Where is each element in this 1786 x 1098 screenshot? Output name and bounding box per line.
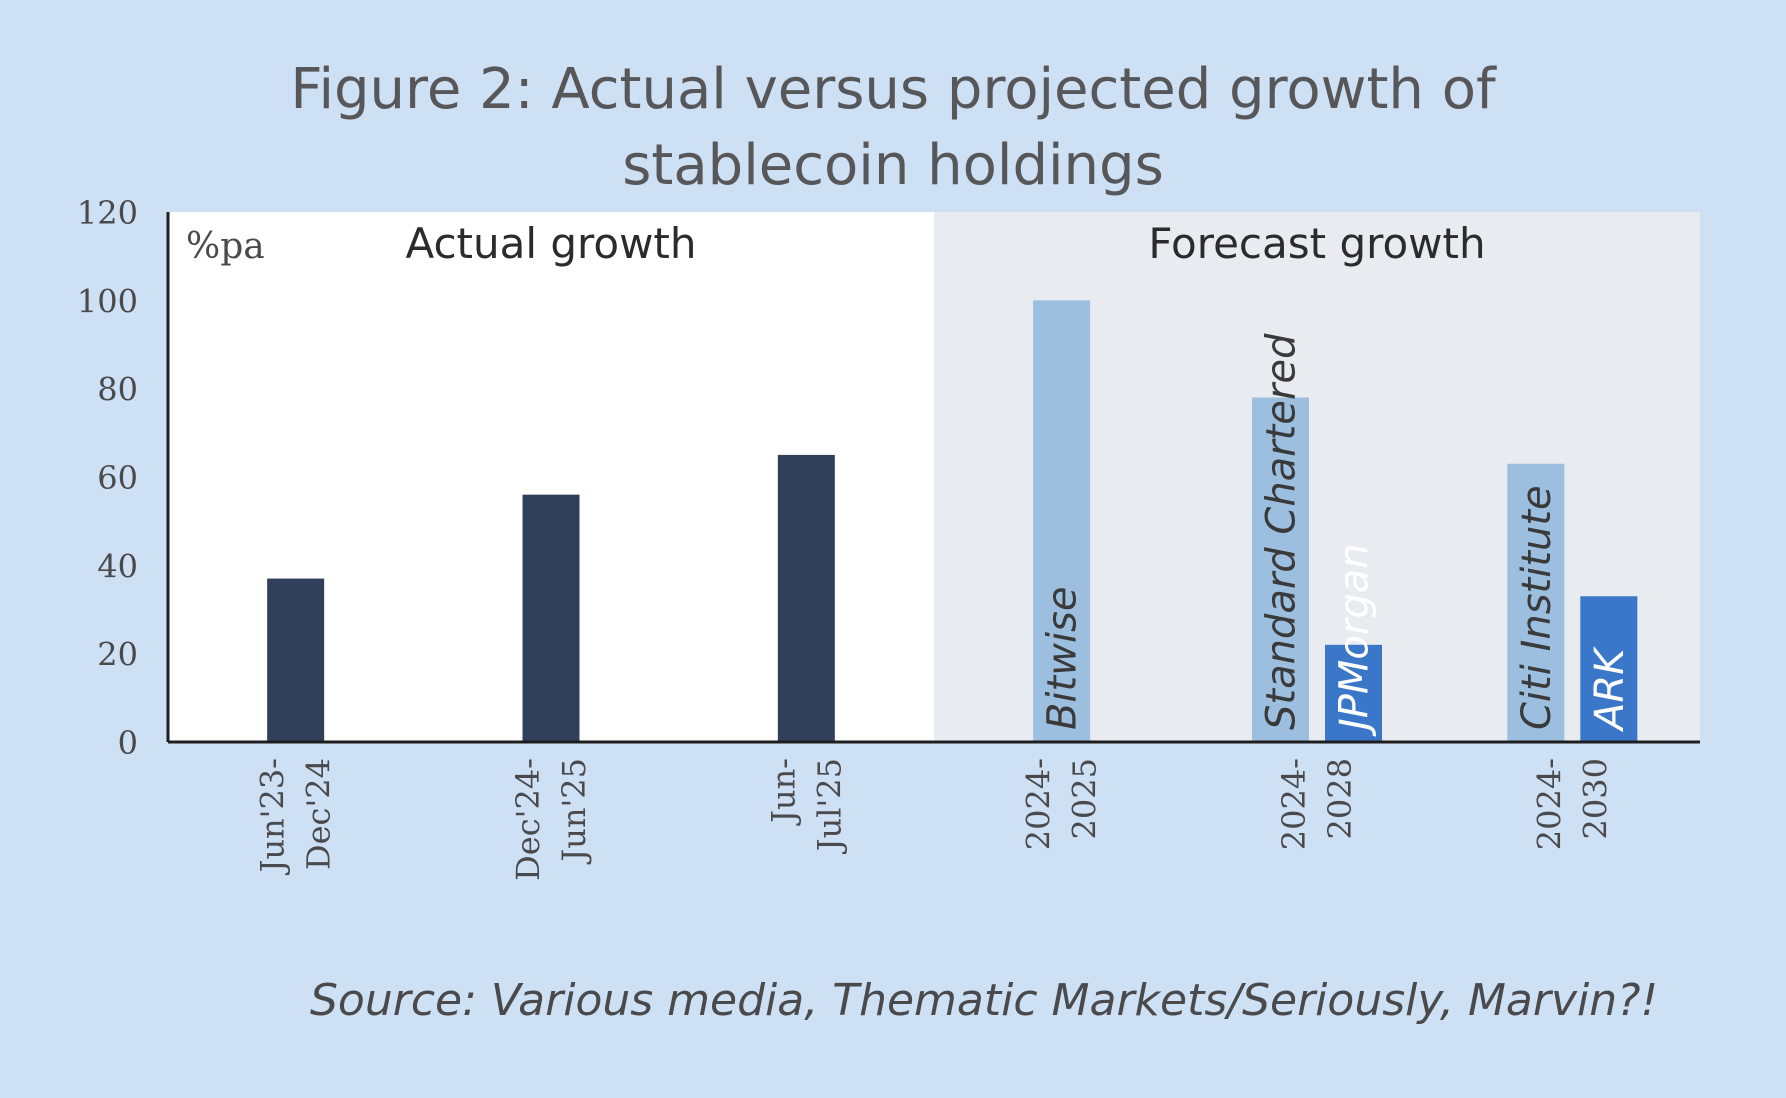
bar-actual-2 xyxy=(777,454,835,742)
x-tick-label: Jun'25 xyxy=(555,758,593,865)
y-tick-label: 0 xyxy=(118,724,138,762)
bar-forecast-alternative-5 xyxy=(1580,596,1638,742)
x-tick-label: Dec'24 xyxy=(300,758,338,870)
bar-data-label: Bitwise xyxy=(1040,586,1086,730)
y-unit-label: %pa xyxy=(186,226,265,267)
y-tick-label: 80 xyxy=(97,371,138,409)
chart-title-line-1: Figure 2: Actual versus projected growth… xyxy=(290,57,1496,122)
bar-data-label: JPMorgan xyxy=(1332,543,1378,737)
region-label-forecast: Forecast growth xyxy=(1148,219,1485,268)
x-tick-label: 2025 xyxy=(1066,758,1104,839)
bar-chart: Actual growth Forecast growth %pa 0 20 40 60 80… xyxy=(77,194,1700,881)
bar-actual-0 xyxy=(267,578,325,742)
bar-data-label: Standard Chartered xyxy=(1259,333,1305,730)
y-tick-label: 100 xyxy=(77,282,138,320)
bar-forecast-alternative-4 xyxy=(1325,644,1382,742)
region-label-actual: Actual growth xyxy=(405,219,696,268)
source-note: Source: Various media, Thematic Markets/… xyxy=(310,975,1659,1026)
y-tick-label: 20 xyxy=(97,636,138,674)
bar-forecast-3 xyxy=(1033,300,1091,742)
bar-data-label: Citi Institute xyxy=(1514,485,1560,730)
bar-data-label: ARK xyxy=(1587,646,1633,733)
x-tick-label: Jul'25 xyxy=(810,758,848,854)
bar-forecast-4 xyxy=(1252,397,1309,742)
chart-title-line-2: stablecoin holdings xyxy=(622,133,1164,198)
x-tick-label: 2024- xyxy=(1020,758,1058,850)
x-tick-label: 2030 xyxy=(1576,758,1614,839)
x-tick-label: 2028 xyxy=(1321,758,1359,839)
chart-title: Figure 2: Actual versus projected growth… xyxy=(0,52,1786,204)
x-tick-label: 2024- xyxy=(1530,758,1568,850)
x-tick-label: 2024- xyxy=(1275,758,1313,850)
x-tick-label: Jun- xyxy=(764,758,802,826)
y-tick-label: 120 xyxy=(77,194,138,232)
x-tick-label: Jun'23- xyxy=(254,758,292,875)
bar-actual-1 xyxy=(522,494,580,742)
y-tick-label: 40 xyxy=(97,547,138,585)
y-tick-label: 60 xyxy=(97,459,138,497)
bar-forecast-5 xyxy=(1507,463,1565,742)
x-tick-label: Dec'24- xyxy=(509,758,547,881)
